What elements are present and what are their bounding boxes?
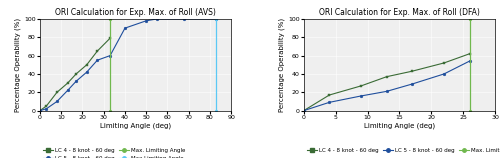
Title: ORI Calculation for Exp. Max. of Roll (DFA): ORI Calculation for Exp. Max. of Roll (D… (319, 8, 480, 17)
X-axis label: Limiting Angle (deg): Limiting Angle (deg) (364, 123, 435, 129)
Title: ORI Calculation for Exp. Max. of Roll (AVS): ORI Calculation for Exp. Max. of Roll (A… (55, 8, 216, 17)
X-axis label: Limiting Angle (deg): Limiting Angle (deg) (100, 123, 171, 129)
Legend: LC 4 - 8 knot - 60 deg, LC 5 - 8 knot - 60 deg, Max. Limiting Angle: LC 4 - 8 knot - 60 deg, LC 5 - 8 knot - … (306, 148, 500, 153)
Y-axis label: Percentage Operability (%): Percentage Operability (%) (279, 18, 285, 112)
Legend: LC 4 - 8 knot - 60 deg, LC 5 - 8 knot - 60 deg, Max. Limiting Angle, Max Limitin: LC 4 - 8 knot - 60 deg, LC 5 - 8 knot - … (43, 148, 186, 158)
Y-axis label: Percentage Operability (%): Percentage Operability (%) (15, 18, 22, 112)
